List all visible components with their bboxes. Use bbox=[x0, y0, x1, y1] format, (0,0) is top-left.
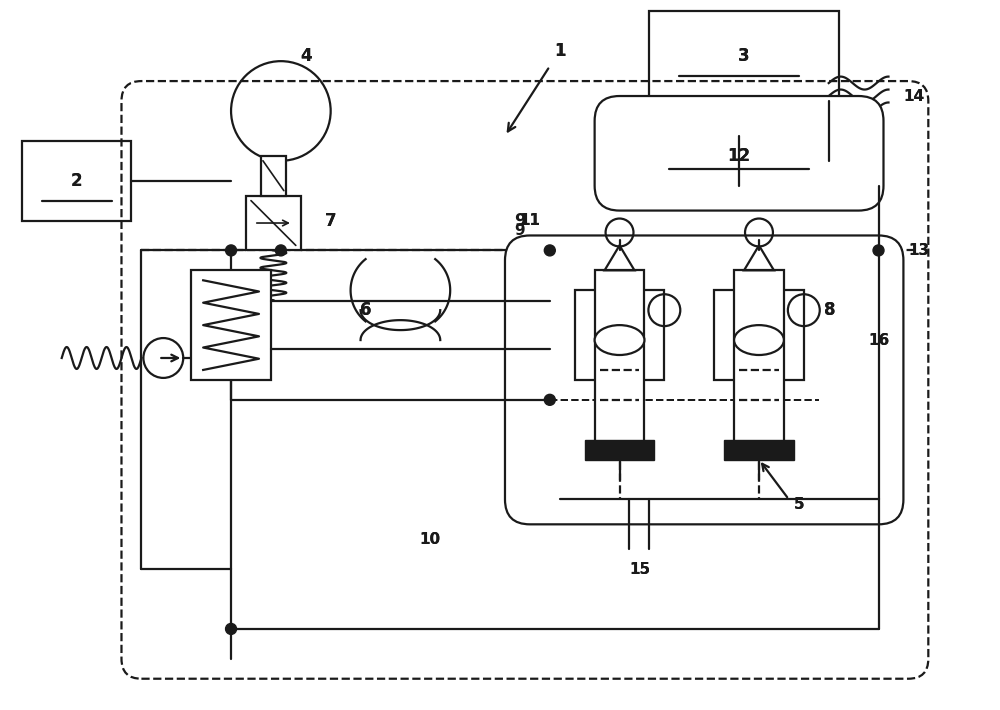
Bar bbox=[649, 11, 839, 101]
Text: 3: 3 bbox=[738, 47, 750, 65]
Text: 9: 9 bbox=[515, 223, 525, 238]
Text: 11: 11 bbox=[519, 213, 540, 228]
Text: 3: 3 bbox=[738, 47, 750, 65]
Bar bbox=[246, 196, 301, 251]
Text: 16: 16 bbox=[869, 332, 890, 348]
Text: 4: 4 bbox=[300, 47, 312, 65]
Bar bbox=[261, 155, 286, 196]
Circle shape bbox=[275, 245, 286, 256]
Bar bbox=[191, 271, 271, 380]
Bar bbox=[714, 290, 804, 380]
Circle shape bbox=[226, 245, 237, 256]
Text: 11: 11 bbox=[519, 213, 540, 228]
Bar bbox=[585, 439, 654, 459]
FancyBboxPatch shape bbox=[505, 236, 903, 524]
Bar bbox=[595, 271, 644, 449]
Circle shape bbox=[544, 394, 555, 405]
Text: 5: 5 bbox=[794, 497, 804, 512]
Text: 4: 4 bbox=[300, 47, 312, 65]
Text: 12: 12 bbox=[727, 147, 751, 165]
Ellipse shape bbox=[595, 325, 644, 355]
Text: 7: 7 bbox=[325, 212, 336, 229]
Circle shape bbox=[544, 245, 555, 256]
Text: 2: 2 bbox=[71, 172, 82, 190]
Text: 5: 5 bbox=[794, 497, 804, 512]
Text: 10: 10 bbox=[420, 532, 441, 547]
Text: 6: 6 bbox=[360, 301, 371, 320]
Text: 8: 8 bbox=[824, 301, 835, 320]
Text: 6: 6 bbox=[360, 301, 371, 320]
Text: 13: 13 bbox=[908, 243, 930, 258]
Text: 14: 14 bbox=[903, 89, 925, 104]
Text: 13: 13 bbox=[908, 243, 930, 258]
Bar bbox=[22, 141, 131, 221]
Bar bbox=[724, 439, 794, 459]
Text: 7: 7 bbox=[325, 212, 336, 229]
FancyBboxPatch shape bbox=[595, 96, 883, 211]
Text: 9: 9 bbox=[514, 212, 526, 229]
Circle shape bbox=[873, 245, 884, 256]
Text: 16: 16 bbox=[869, 332, 890, 348]
Text: 14: 14 bbox=[903, 89, 925, 104]
Text: 12: 12 bbox=[727, 147, 751, 165]
Bar bbox=[734, 271, 784, 449]
Text: 15: 15 bbox=[629, 562, 650, 577]
Text: 15: 15 bbox=[629, 562, 650, 577]
Text: 2: 2 bbox=[71, 172, 82, 190]
Bar bbox=[575, 290, 664, 380]
Text: 8: 8 bbox=[824, 301, 835, 320]
Circle shape bbox=[226, 623, 237, 635]
Text: 1: 1 bbox=[554, 42, 566, 60]
Ellipse shape bbox=[734, 325, 784, 355]
Text: 1: 1 bbox=[554, 42, 566, 60]
Text: 10: 10 bbox=[420, 532, 441, 547]
